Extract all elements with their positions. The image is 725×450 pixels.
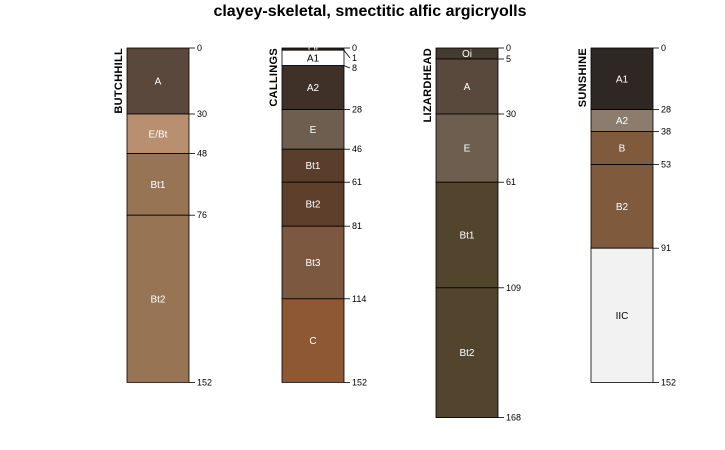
horizon-butchhill-2 (126, 153, 190, 216)
depth-label-butchhill-0: 0 (197, 43, 202, 53)
horizon-label-butchhill-2: Bt1 (150, 180, 165, 191)
depth-label-callings-6: 81 (352, 221, 362, 231)
depth-label-callings-7: 114 (352, 294, 366, 304)
horizon-label-lizardhead-2: E (464, 144, 471, 155)
horizon-sunshine-4 (590, 247, 654, 383)
profile-name-lizardhead: LIZARDHEAD (422, 48, 434, 123)
horizon-label-butchhill-3: Bt2 (150, 294, 165, 305)
depth-label-sunshine-3: 53 (661, 160, 671, 170)
horizon-callings-5 (281, 181, 345, 227)
depth-label-sunshine-5: 152 (661, 377, 676, 387)
horizon-label-callings-2: A2 (307, 83, 320, 94)
horizon-label-butchhill-0: A (155, 77, 162, 88)
depth-label-callings-0: 0 (352, 43, 357, 53)
profile-butchhill: A E/Bt Bt1 Bt2 0 30 48 76 152 BUTCHHILL (113, 43, 212, 387)
profile-name-callings: CALLINGS (268, 48, 280, 107)
horizon-butchhill-1 (126, 113, 190, 154)
depth-label-lizardhead-5: 168 (506, 413, 521, 423)
depth-label-butchhill-4: 152 (197, 377, 212, 387)
horizon-label-callings-6: Bt3 (305, 258, 320, 269)
profile-callings: OiA1A2EBt1Bt2Bt3C01828466181114152CALLIN… (268, 43, 367, 387)
depth-label-sunshine-4: 91 (661, 243, 671, 253)
horizon-lizardhead-1 (435, 58, 499, 115)
horizon-label-lizardhead-4: Bt2 (459, 348, 474, 359)
horizon-butchhill-3 (126, 214, 190, 383)
horizon-butchhill-0 (126, 47, 190, 115)
horizon-sunshine-3 (590, 164, 654, 249)
depth-label-lizardhead-1: 5 (506, 54, 511, 64)
horizon-callings-4 (281, 148, 345, 183)
horizon-callings-6 (281, 225, 345, 300)
depth-label-butchhill-2: 48 (197, 149, 207, 159)
horizon-label-butchhill-1: E/Bt (149, 129, 168, 140)
horizon-label-callings-4: Bt1 (305, 161, 320, 172)
horizon-lizardhead-3 (435, 181, 499, 289)
horizon-label-sunshine-1: A2 (616, 116, 629, 127)
profile-sunshine: A1 A2 B B2 IIC 0 28 38 53 91 152 SUNSHINE (577, 43, 676, 387)
depth-label-sunshine-1: 28 (661, 105, 671, 115)
horizon-label-sunshine-4: IIC (616, 311, 629, 322)
depth-label-lizardhead-2: 30 (506, 109, 516, 119)
horizon-label-sunshine-3: B2 (616, 202, 629, 213)
horizon-label-lizardhead-0: Oi (462, 49, 472, 60)
profile-name-butchhill: BUTCHHILL (113, 48, 125, 114)
profile-lizardhead: Oi A E Bt1 Bt2 05 30 61 109 168 LIZARDHEAD (422, 43, 521, 423)
depth-label-butchhill-3: 76 (197, 210, 207, 220)
horizon-callings-3 (281, 109, 345, 150)
horizon-label-callings-5: Bt2 (305, 200, 320, 211)
depth-label-callings-5: 61 (352, 177, 362, 187)
depth-label-lizardhead-4: 109 (506, 283, 521, 293)
depth-tick-callings-2 (343, 65, 351, 69)
horizon-lizardhead-4 (435, 287, 499, 418)
horizon-lizardhead-2 (435, 113, 499, 183)
horizon-callings-7 (281, 298, 345, 383)
horizon-label-callings-1: A1 (307, 53, 320, 64)
chart-title: clayey-skeletal, smectitic alfic argicry… (213, 3, 526, 20)
horizon-label-lizardhead-1: A (464, 82, 471, 93)
depth-label-sunshine-2: 38 (661, 127, 671, 137)
horizon-sunshine-0 (590, 47, 654, 110)
horizon-sunshine-2 (590, 131, 654, 166)
depth-label-butchhill-1: 30 (197, 109, 207, 119)
depth-label-lizardhead-0: 0 (506, 43, 511, 53)
horizon-label-sunshine-2: B (619, 144, 626, 155)
depth-label-callings-4: 46 (352, 144, 362, 154)
depth-label-callings-8: 152 (352, 377, 367, 387)
profiles-group: AE/BtBt1Bt20304876152BUTCHHILLOiA1A2EBt1… (113, 43, 676, 423)
depth-label-callings-3: 28 (352, 105, 362, 115)
horizon-label-callings-3: E (310, 125, 317, 136)
depth-label-lizardhead-3: 61 (506, 177, 516, 187)
depth-tick-callings-1 (343, 49, 351, 59)
horizon-label-sunshine-0: A1 (616, 74, 629, 85)
profile-name-sunshine: SUNSHINE (577, 48, 589, 107)
depth-label-sunshine-0: 0 (661, 43, 666, 53)
depth-label-callings-2: 8 (352, 63, 357, 73)
horizon-callings-2 (281, 65, 345, 110)
depth-label-callings-1: 1 (352, 53, 357, 63)
horizon-label-callings-7: C (309, 336, 316, 347)
horizon-label-lizardhead-3: Bt1 (459, 231, 474, 242)
